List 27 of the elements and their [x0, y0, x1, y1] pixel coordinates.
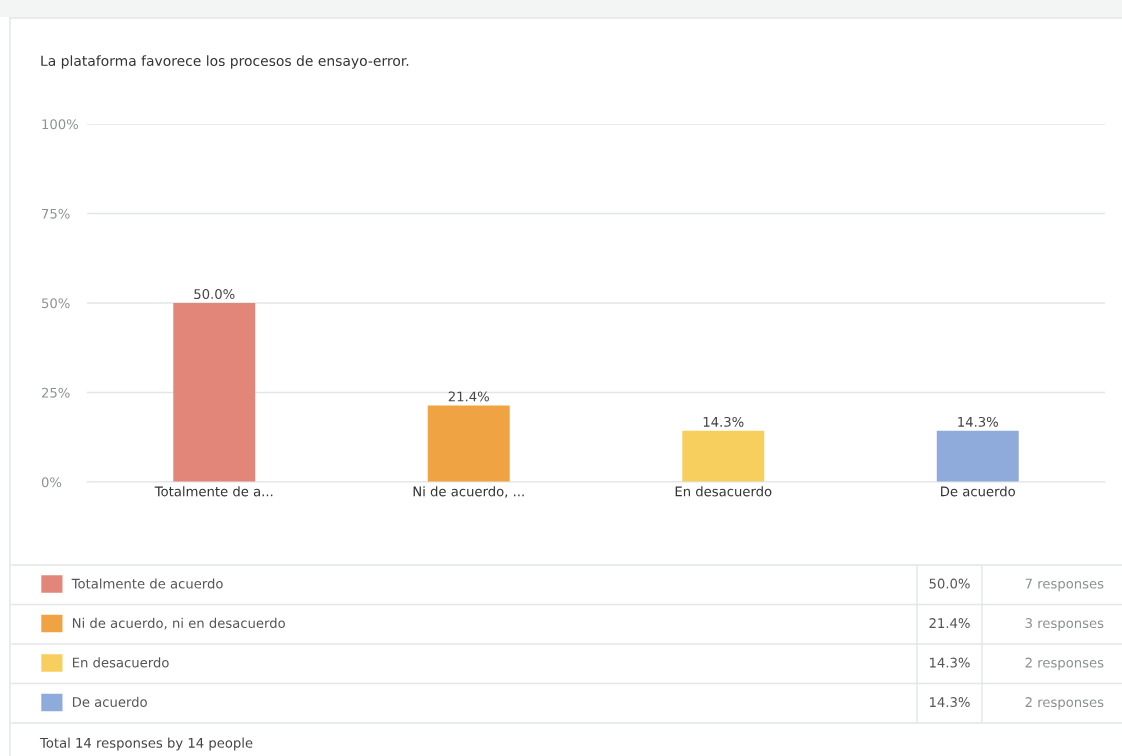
y-tick-label: 25%: [41, 387, 70, 398]
legend-label: Ni de acuerdo, ni en desacuerdo: [72, 617, 285, 630]
x-tick-label: De acuerdo: [941, 486, 1015, 497]
text: 2 responses: [1025, 697, 1104, 710]
data-label: 14.3%: [958, 416, 998, 427]
x-tick-label: Ni de acuerdo, ...: [413, 486, 524, 498]
data-label: 21.4%: [448, 391, 489, 402]
data-label: 50.0%: [194, 289, 235, 300]
legend-label: De acuerdo: [72, 696, 147, 707]
text: Total 14 responses by 14 people: [39, 737, 253, 751]
y-tick-label: 0%: [41, 477, 62, 488]
legend-label: Totalmente de acuerdo: [71, 578, 223, 589]
text: 21.4%: [929, 618, 970, 629]
text: 14.3%: [929, 697, 970, 708]
text: 7 responses: [1025, 578, 1104, 592]
text: 50.0%: [929, 578, 970, 589]
y-tick-label: 50%: [42, 298, 70, 309]
chart-title: La plataforma favorece los procesos de ensayo-error.: [41, 55, 409, 69]
text: 3 responses: [1025, 618, 1104, 631]
legend-label: En desacuerdo: [72, 657, 169, 668]
data-label: 14.3%: [703, 416, 744, 427]
x-tick-label: En desacuerdo: [675, 486, 772, 497]
text: 14.3%: [929, 657, 970, 668]
y-tick-label: 75%: [42, 208, 70, 219]
text: 2 responses: [1025, 657, 1104, 671]
y-tick-label: 100%: [42, 119, 78, 130]
x-tick-label: Totalmente de a...: [154, 486, 273, 497]
